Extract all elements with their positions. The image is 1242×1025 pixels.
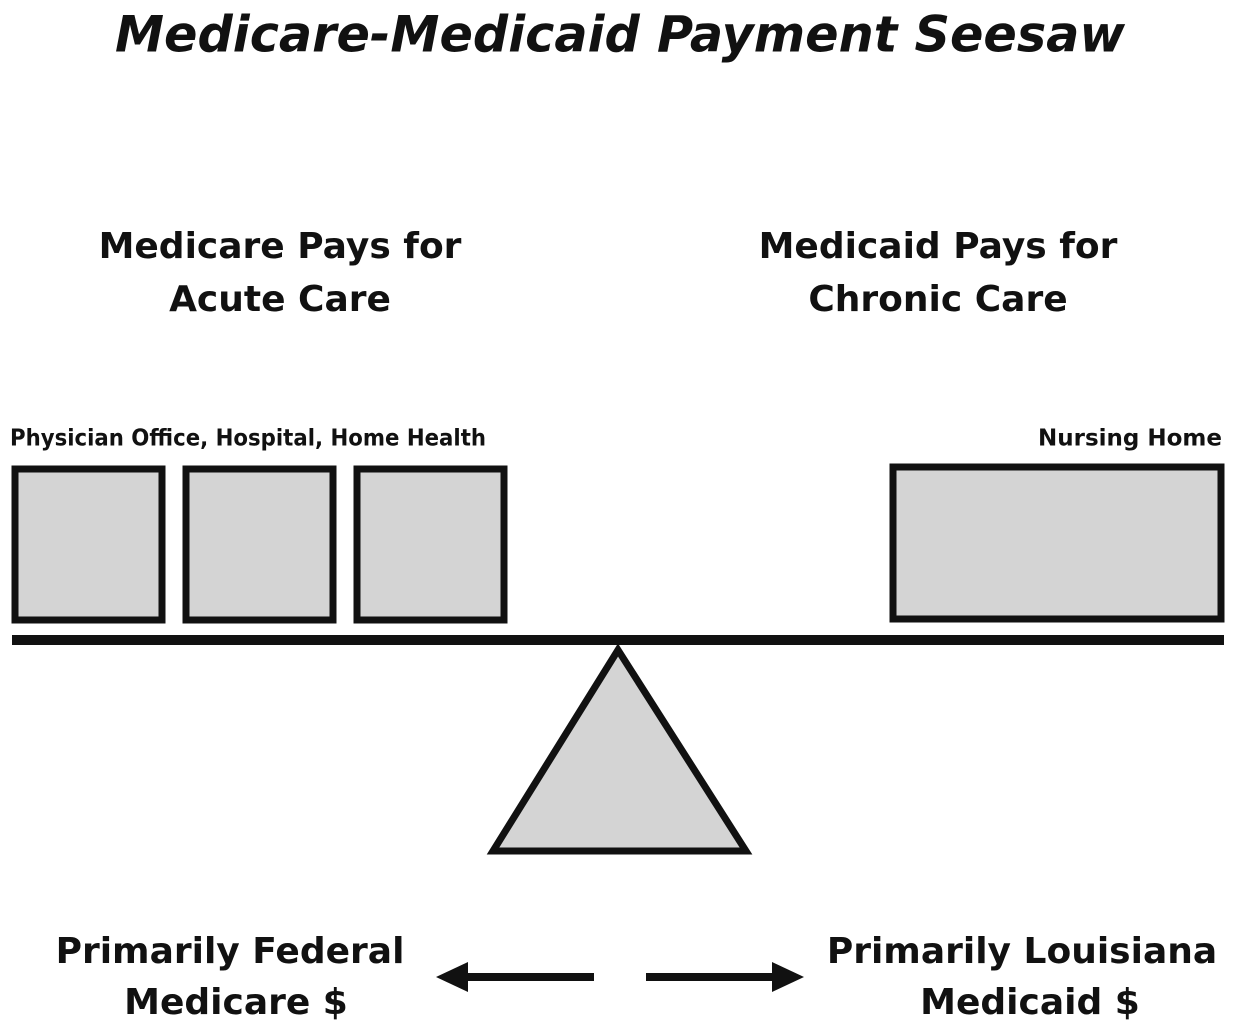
fulcrum — [486, 643, 753, 855]
box — [353, 465, 508, 624]
left-footer: Medicare $ — [124, 982, 348, 1023]
right-heading: Medicaid Pays for — [759, 226, 1118, 267]
box — [889, 463, 1225, 623]
left-heading: Acute Care — [169, 279, 391, 320]
right-footer: Primarily Louisiana — [827, 931, 1217, 972]
arrow-head — [772, 962, 804, 992]
right-footer: Medicaid $ — [920, 982, 1140, 1023]
right-label: Nursing Home — [1038, 426, 1222, 452]
left-footer: Primarily Federal — [56, 931, 405, 972]
box — [11, 465, 166, 624]
arrow-head — [436, 962, 468, 992]
beam — [12, 635, 1224, 645]
box — [182, 465, 337, 624]
left-heading: Medicare Pays for — [99, 226, 462, 267]
title: Medicare-Medicaid Payment Seesaw — [115, 6, 1126, 64]
left-label: Physician Office, Hospital, Home Health — [10, 426, 486, 452]
right-heading: Chronic Care — [808, 279, 1067, 320]
